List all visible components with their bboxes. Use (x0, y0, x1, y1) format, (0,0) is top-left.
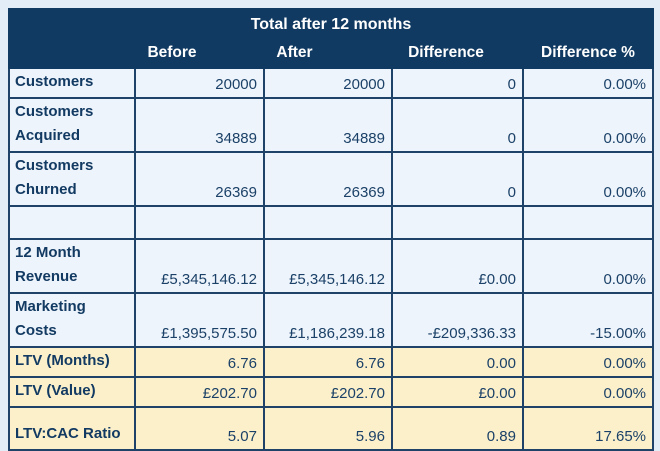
row-label: LTV (Months) (8, 346, 136, 378)
difference-pct-cell (521, 205, 655, 240)
after-cell: 20000 (263, 67, 393, 99)
row-label (8, 205, 136, 240)
table-row-ltv-months: LTV (Months) 6.76 6.76 0.00 0.00% (8, 346, 655, 378)
table-row-customers: Customers 20000 20000 0 0.00% (8, 67, 655, 99)
before-cell: 5.07 (134, 406, 265, 451)
difference-cell: 0 (391, 67, 524, 99)
row-label: LTV:CAC Ratio (8, 406, 136, 451)
table-title-row: Total after 12 months (7, 8, 655, 40)
difference-cell: 0.89 (391, 406, 524, 451)
after-cell: 5.96 (263, 406, 393, 451)
difference-pct-cell: 0.00% (521, 151, 655, 207)
row-label: Customers (8, 67, 136, 99)
after-cell: £5,345,146.12 (263, 238, 393, 294)
difference-pct-cell: 0.00% (521, 67, 655, 99)
difference-cell: £0.00 (391, 376, 524, 408)
before-cell: £1,395,575.50 (134, 292, 265, 348)
table-row-ltv-value: LTV (Value) £202.70 £202.70 £0.00 0.00% (8, 376, 655, 408)
row-label: 12 Month Revenue (8, 238, 136, 294)
column-header-blank (8, 38, 136, 69)
difference-cell: -£209,336.33 (391, 292, 524, 348)
before-cell: 20000 (134, 67, 265, 99)
row-label: Marketing Costs (8, 292, 136, 348)
difference-cell (391, 205, 524, 240)
difference-pct-cell: 17.65% (521, 406, 655, 451)
table-row-customers-churned: Customers Churned 26369 26369 0 0.00% (8, 151, 655, 207)
difference-pct-cell: 0.00% (521, 97, 655, 153)
column-header-row: Before After Difference Difference % (8, 38, 655, 69)
table-row-customers-acquired: Customers Acquired 34889 34889 0 0.00% (8, 97, 655, 153)
after-cell: 26369 (263, 151, 393, 207)
table-title: Total after 12 months (7, 8, 655, 40)
before-cell: 26369 (134, 151, 265, 207)
column-header-difference-pct: Difference % (521, 38, 655, 69)
difference-pct-cell: -15.00% (521, 292, 655, 348)
row-label: Customers Churned (8, 151, 136, 207)
table-row-spacer (8, 205, 655, 240)
column-header-difference: Difference (391, 38, 524, 69)
before-cell: £5,345,146.12 (134, 238, 265, 294)
difference-pct-cell: 0.00% (521, 376, 655, 408)
after-cell: £202.70 (263, 376, 393, 408)
column-header-after: After (263, 38, 393, 69)
after-cell: 34889 (263, 97, 393, 153)
difference-pct-cell: 0.00% (521, 238, 655, 294)
difference-pct-cell: 0.00% (521, 346, 655, 378)
after-cell (263, 205, 393, 240)
row-label: Customers Acquired (8, 97, 136, 153)
difference-cell: 0 (391, 97, 524, 153)
row-label: LTV (Value) (8, 376, 136, 408)
before-cell: 6.76 (134, 346, 265, 378)
table-row-marketing-costs: Marketing Costs £1,395,575.50 £1,186,239… (8, 292, 655, 348)
after-cell: £1,186,239.18 (263, 292, 393, 348)
before-cell: 34889 (134, 97, 265, 153)
ltv-results-table: Total after 12 months Before After Diffe… (7, 8, 655, 451)
before-cell: £202.70 (134, 376, 265, 408)
difference-cell: £0.00 (391, 238, 524, 294)
difference-cell: 0.00 (391, 346, 524, 378)
after-cell: 6.76 (263, 346, 393, 378)
difference-cell: 0 (391, 151, 524, 207)
before-cell (134, 205, 265, 240)
table-row-ltv-cac-ratio: LTV:CAC Ratio 5.07 5.96 0.89 17.65% (8, 406, 655, 451)
table-row-12-month-revenue: 12 Month Revenue £5,345,146.12 £5,345,14… (8, 238, 655, 294)
column-header-before: Before (134, 38, 265, 69)
